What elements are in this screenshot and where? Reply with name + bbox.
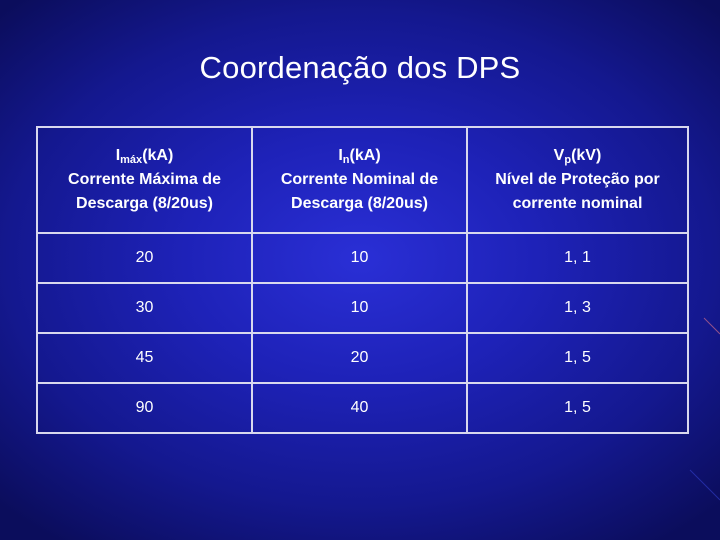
table-cell: 1, 5: [466, 332, 689, 384]
table-row: 90 40 1, 5: [36, 382, 689, 434]
table-cell: 20: [36, 232, 253, 284]
table-row: 45 20 1, 5: [36, 332, 689, 384]
table-cell: 45: [36, 332, 253, 384]
table-cell: 20: [251, 332, 468, 384]
table-cell: 40: [251, 382, 468, 434]
table-row: 30 10 1, 3: [36, 282, 689, 334]
slide-title: Coordenação dos DPS: [199, 50, 521, 85]
header-in: In(kA) Corrente Nominal de Descarga (8/2…: [251, 126, 468, 234]
header-imax: Imáx(kA) Corrente Máxima de Descarga (8/…: [36, 126, 253, 234]
table-cell: 1, 3: [466, 282, 689, 334]
table-cell: 10: [251, 282, 468, 334]
table-cell: 90: [36, 382, 253, 434]
table-cell: 1, 5: [466, 382, 689, 434]
table-cell: 10: [251, 232, 468, 284]
table-row: 20 10 1, 1: [36, 232, 689, 284]
header-vp: Vp(kV) Nível de Proteção por corrente no…: [466, 126, 689, 234]
table-cell: 30: [36, 282, 253, 334]
dps-coordination-table: Imáx(kA) Corrente Máxima de Descarga (8/…: [36, 126, 689, 434]
table-cell: 1, 1: [466, 232, 689, 284]
table-header-row: Imáx(kA) Corrente Máxima de Descarga (8/…: [36, 126, 689, 234]
